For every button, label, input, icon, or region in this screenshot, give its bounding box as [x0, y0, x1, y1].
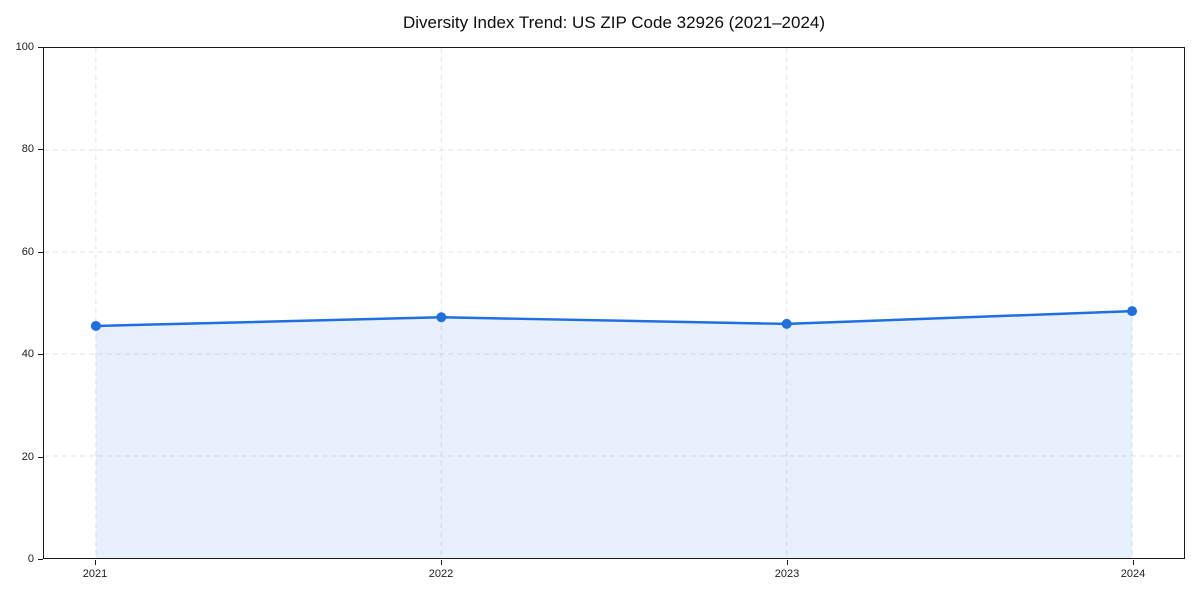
chart-canvas: [44, 48, 1184, 558]
x-tick-label: 2022: [428, 568, 454, 580]
y-tick-mark: [38, 456, 43, 458]
y-tick-label: 40: [21, 348, 34, 361]
data-point: [1127, 306, 1138, 317]
chart-title: Diversity Index Trend: US ZIP Code 32926…: [402, 13, 826, 32]
x-tick-label: 2023: [774, 568, 800, 580]
y-tick-mark: [38, 251, 43, 253]
y-tick-mark: [38, 47, 43, 48]
y-tick-label: 20: [21, 450, 34, 463]
y-tick-label: 80: [21, 143, 34, 156]
y-tick-label: 0: [27, 553, 34, 565]
area-fill: [95, 311, 1133, 558]
x-tick-mark: [787, 560, 788, 565]
x-tick-label: 2024: [1120, 568, 1146, 580]
trend-line: [94, 309, 1134, 328]
y-tick-mark: [38, 149, 43, 151]
x-tick-mark: [95, 560, 96, 565]
x-tick-mark: [441, 560, 442, 565]
plot-area: [43, 47, 1185, 559]
y-tick-mark: [38, 559, 43, 560]
data-point: [90, 320, 101, 331]
x-tick-label: 2021: [82, 568, 108, 580]
data-point: [436, 312, 447, 323]
x-tick-mark: [1133, 560, 1134, 565]
y-tick-mark: [38, 354, 43, 356]
y-tick-label: 60: [21, 245, 34, 258]
data-point: [781, 318, 792, 329]
y-tick-label: 100: [15, 41, 34, 53]
